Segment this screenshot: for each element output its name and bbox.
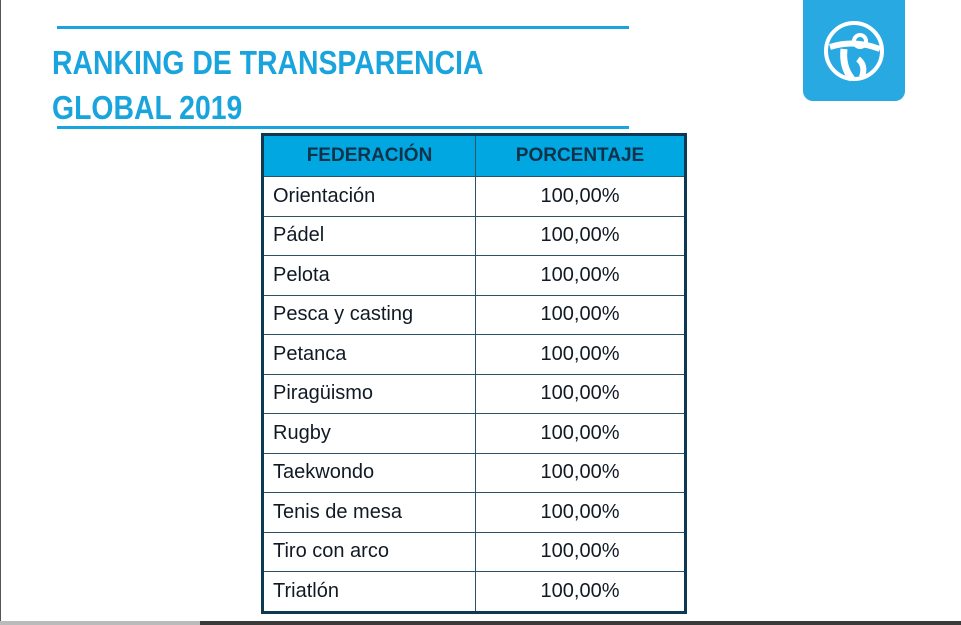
table-row: Orientación 100,00%	[262, 176, 686, 217]
bottom-strip	[0, 621, 961, 625]
federation-name: Tenis de mesa	[262, 492, 476, 533]
table-row: Pádel 100,00%	[262, 215, 686, 256]
percentage-value: 100,00%	[475, 413, 686, 454]
transparency-international-logo	[803, 0, 905, 101]
percentage-value: 100,00%	[475, 255, 686, 296]
federation-name: Orientación	[262, 176, 476, 217]
table-row: Taekwondo 100,00%	[262, 452, 686, 493]
federation-name: Tiro con arco	[262, 531, 476, 572]
title-line-1: RANKING DE TRANSPARENCIA	[52, 44, 484, 81]
table-header-row: FEDERACIÓN PORCENTAJE	[262, 134, 686, 177]
federation-name: Petanca	[262, 334, 476, 375]
table-row: Piragüismo 100,00%	[262, 373, 686, 414]
federation-name: Pádel	[262, 215, 476, 256]
federation-name: Piragüismo	[262, 373, 476, 414]
percentage-value: 100,00%	[475, 531, 686, 572]
percentage-value: 100,00%	[475, 294, 686, 335]
percentage-value: 100,00%	[475, 571, 686, 613]
header-porcentaje: PORCENTAJE	[475, 134, 686, 177]
federation-name: Rugby	[262, 413, 476, 454]
table-row: Tiro con arco 100,00%	[262, 531, 686, 572]
title-line-2: GLOBAL 2019	[52, 89, 243, 126]
percentage-value: 100,00%	[475, 176, 686, 217]
table-row: Rugby 100,00%	[262, 413, 686, 454]
federation-name: Triatlón	[262, 571, 476, 613]
table-row: Petanca 100,00%	[262, 334, 686, 375]
percentage-value: 100,00%	[475, 373, 686, 414]
percentage-value: 100,00%	[475, 452, 686, 493]
globe-icon	[824, 20, 884, 81]
table-row: Pesca y casting 100,00%	[262, 294, 686, 335]
federation-name: Pelota	[262, 255, 476, 296]
slide-left-edge	[0, 0, 1, 621]
transparency-ranking-table: FEDERACIÓN PORCENTAJE Orientación 100,00%…	[261, 133, 687, 614]
federation-name: Taekwondo	[262, 452, 476, 493]
title-bottom-rule	[57, 126, 629, 129]
percentage-value: 100,00%	[475, 215, 686, 256]
percentage-value: 100,00%	[475, 334, 686, 375]
table-row: Triatlón 100,00%	[262, 571, 686, 613]
percentage-value: 100,00%	[475, 492, 686, 533]
table-row: Pelota 100,00%	[262, 255, 686, 296]
page-title: RANKING DE TRANSPARENCIA GLOBAL 2019	[52, 40, 484, 130]
federation-name: Pesca y casting	[262, 294, 476, 335]
header-federacion: FEDERACIÓN	[262, 134, 476, 177]
table-row: Tenis de mesa 100,00%	[262, 492, 686, 533]
title-top-rule	[57, 26, 629, 29]
